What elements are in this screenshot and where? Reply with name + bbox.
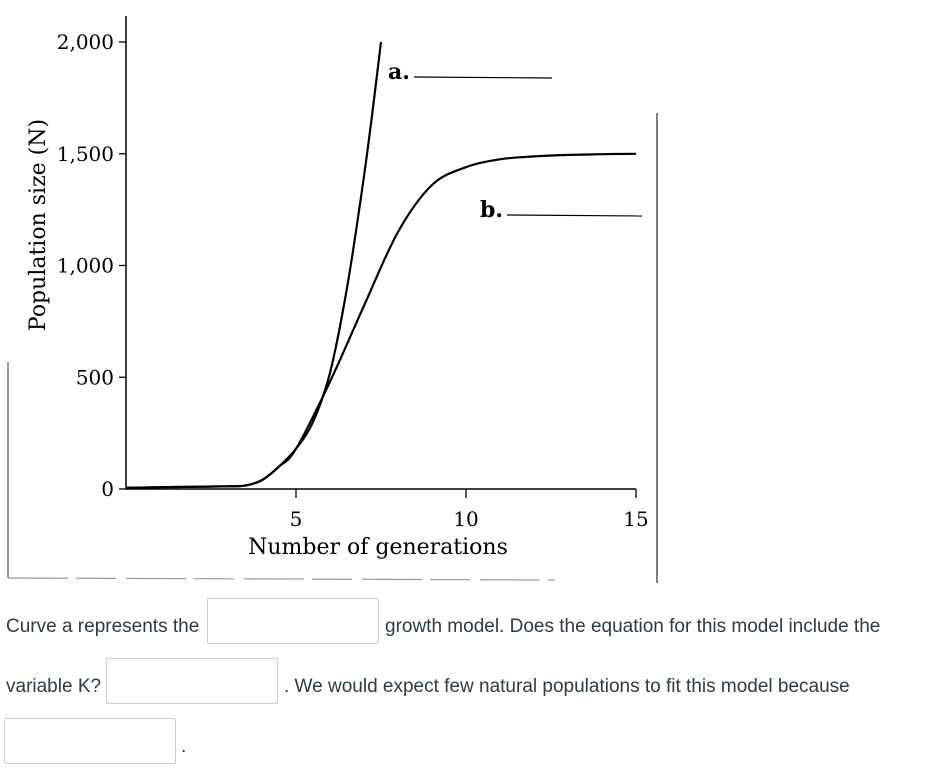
curve-b-line	[125, 152, 637, 489]
y-tick-label: 1,500	[57, 142, 114, 166]
x-tick-label: 15	[623, 507, 648, 531]
answer-blank-3[interactable]	[4, 718, 176, 764]
curve-a-label-line	[413, 76, 553, 79]
y-tick-label: 0	[101, 477, 114, 501]
y-tick-label: 1,000	[57, 254, 114, 278]
question-part-2: growth model. Does the equation for this…	[385, 616, 881, 637]
population-growth-chart: 0 500 1,000 1,500 2,000 5 10 15 Number of gene…	[7, 16, 658, 583]
y-axis-label: Population size (N)	[26, 119, 51, 331]
x-tick-label: 10	[453, 507, 478, 531]
curve-a-label: a.	[388, 59, 410, 85]
curve-b-label-line	[506, 214, 643, 217]
y-tick-label: 2,000	[57, 30, 114, 54]
curve-b-label: b.	[480, 197, 503, 223]
question-part-5: .	[181, 736, 187, 757]
question-part-3: variable K?	[6, 676, 102, 697]
x-ticks: 5 10 15	[290, 489, 649, 531]
x-tick-label: 5	[290, 507, 303, 531]
curve-a-line	[125, 41, 383, 489]
y-ticks: 0 500 1,000 1,500 2,000	[57, 30, 126, 501]
answer-blank-2[interactable]	[106, 658, 278, 704]
answer-blank-1[interactable]	[207, 598, 379, 644]
x-axis-label: Number of generations	[248, 535, 508, 560]
question-part-4: . We would expect few natural population…	[284, 676, 850, 697]
scan-border-bottom	[7, 577, 556, 581]
question-part-1: Curve a represents the	[6, 616, 200, 637]
y-tick-label: 500	[76, 365, 114, 389]
